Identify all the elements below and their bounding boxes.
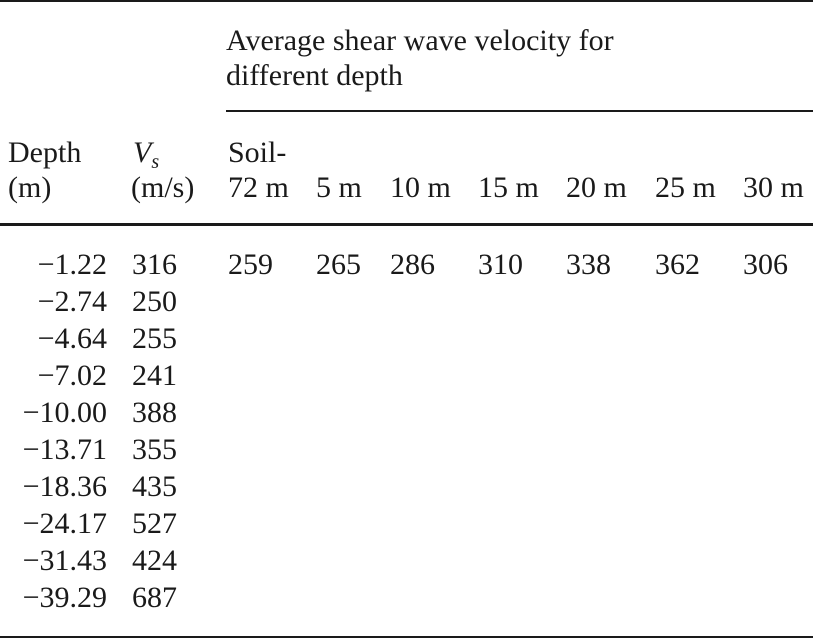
bottom-rule: [0, 636, 813, 638]
col-header-15m: 15 m: [478, 171, 539, 204]
col-header-vs-unit: (m/s): [131, 171, 195, 204]
col-header-vs: Vs: [133, 136, 159, 173]
depth-cell: −2.74: [37, 285, 107, 318]
depth-cell: −24.17: [22, 507, 107, 540]
col-header-depth: Depth: [8, 136, 82, 169]
depth-cell: −10.00: [22, 396, 107, 429]
avg-10m-cell: 286: [390, 248, 435, 281]
vs-cell: 388: [132, 396, 177, 429]
col-header-depth-unit: (m): [8, 171, 52, 204]
col-header-20m: 20 m: [566, 171, 627, 204]
vs-cell: 687: [132, 581, 177, 614]
col-header-30m: 30 m: [743, 171, 804, 204]
depth-cell: −7.02: [37, 359, 107, 392]
avg-soil-72m-cell: 259: [228, 248, 273, 281]
header-bottom-rule: [0, 223, 813, 226]
depth-cell: −39.29: [22, 581, 107, 614]
vs-cell: 316: [132, 248, 177, 281]
col-header-10m: 10 m: [390, 171, 451, 204]
avg-30m-cell: 306: [743, 248, 788, 281]
vs-cell: 255: [132, 322, 177, 355]
avg-5m-cell: 265: [316, 248, 361, 281]
top-rule: [0, 0, 813, 2]
depth-cell: −13.71: [22, 433, 107, 466]
vs-subscript: s: [151, 151, 160, 173]
vs-cell: 241: [132, 359, 177, 392]
spanner-header-line1: Average shear wave velocity for: [226, 24, 614, 57]
vs-cell: 355: [132, 433, 177, 466]
avg-25m-cell: 362: [655, 248, 700, 281]
vs-cell: 527: [132, 507, 177, 540]
col-header-25m: 25 m: [655, 171, 716, 204]
avg-15m-cell: 310: [478, 248, 523, 281]
col-header-soil: Soil-: [228, 136, 287, 169]
col-header-soil-72m: 72 m: [228, 171, 289, 204]
depth-cell: −18.36: [22, 470, 107, 503]
avg-20m-cell: 338: [566, 248, 611, 281]
depth-cell: −31.43: [22, 544, 107, 577]
spanner-header-line2: different depth: [226, 59, 403, 92]
depth-cell: −1.22: [37, 248, 107, 281]
col-header-5m: 5 m: [316, 171, 362, 204]
spanner-rule: [226, 110, 813, 112]
vs-cell: 250: [132, 285, 177, 318]
vs-symbol: V: [133, 136, 152, 169]
vs-cell: 435: [132, 470, 177, 503]
depth-cell: −4.64: [37, 322, 107, 355]
vs-cell: 424: [132, 544, 177, 577]
